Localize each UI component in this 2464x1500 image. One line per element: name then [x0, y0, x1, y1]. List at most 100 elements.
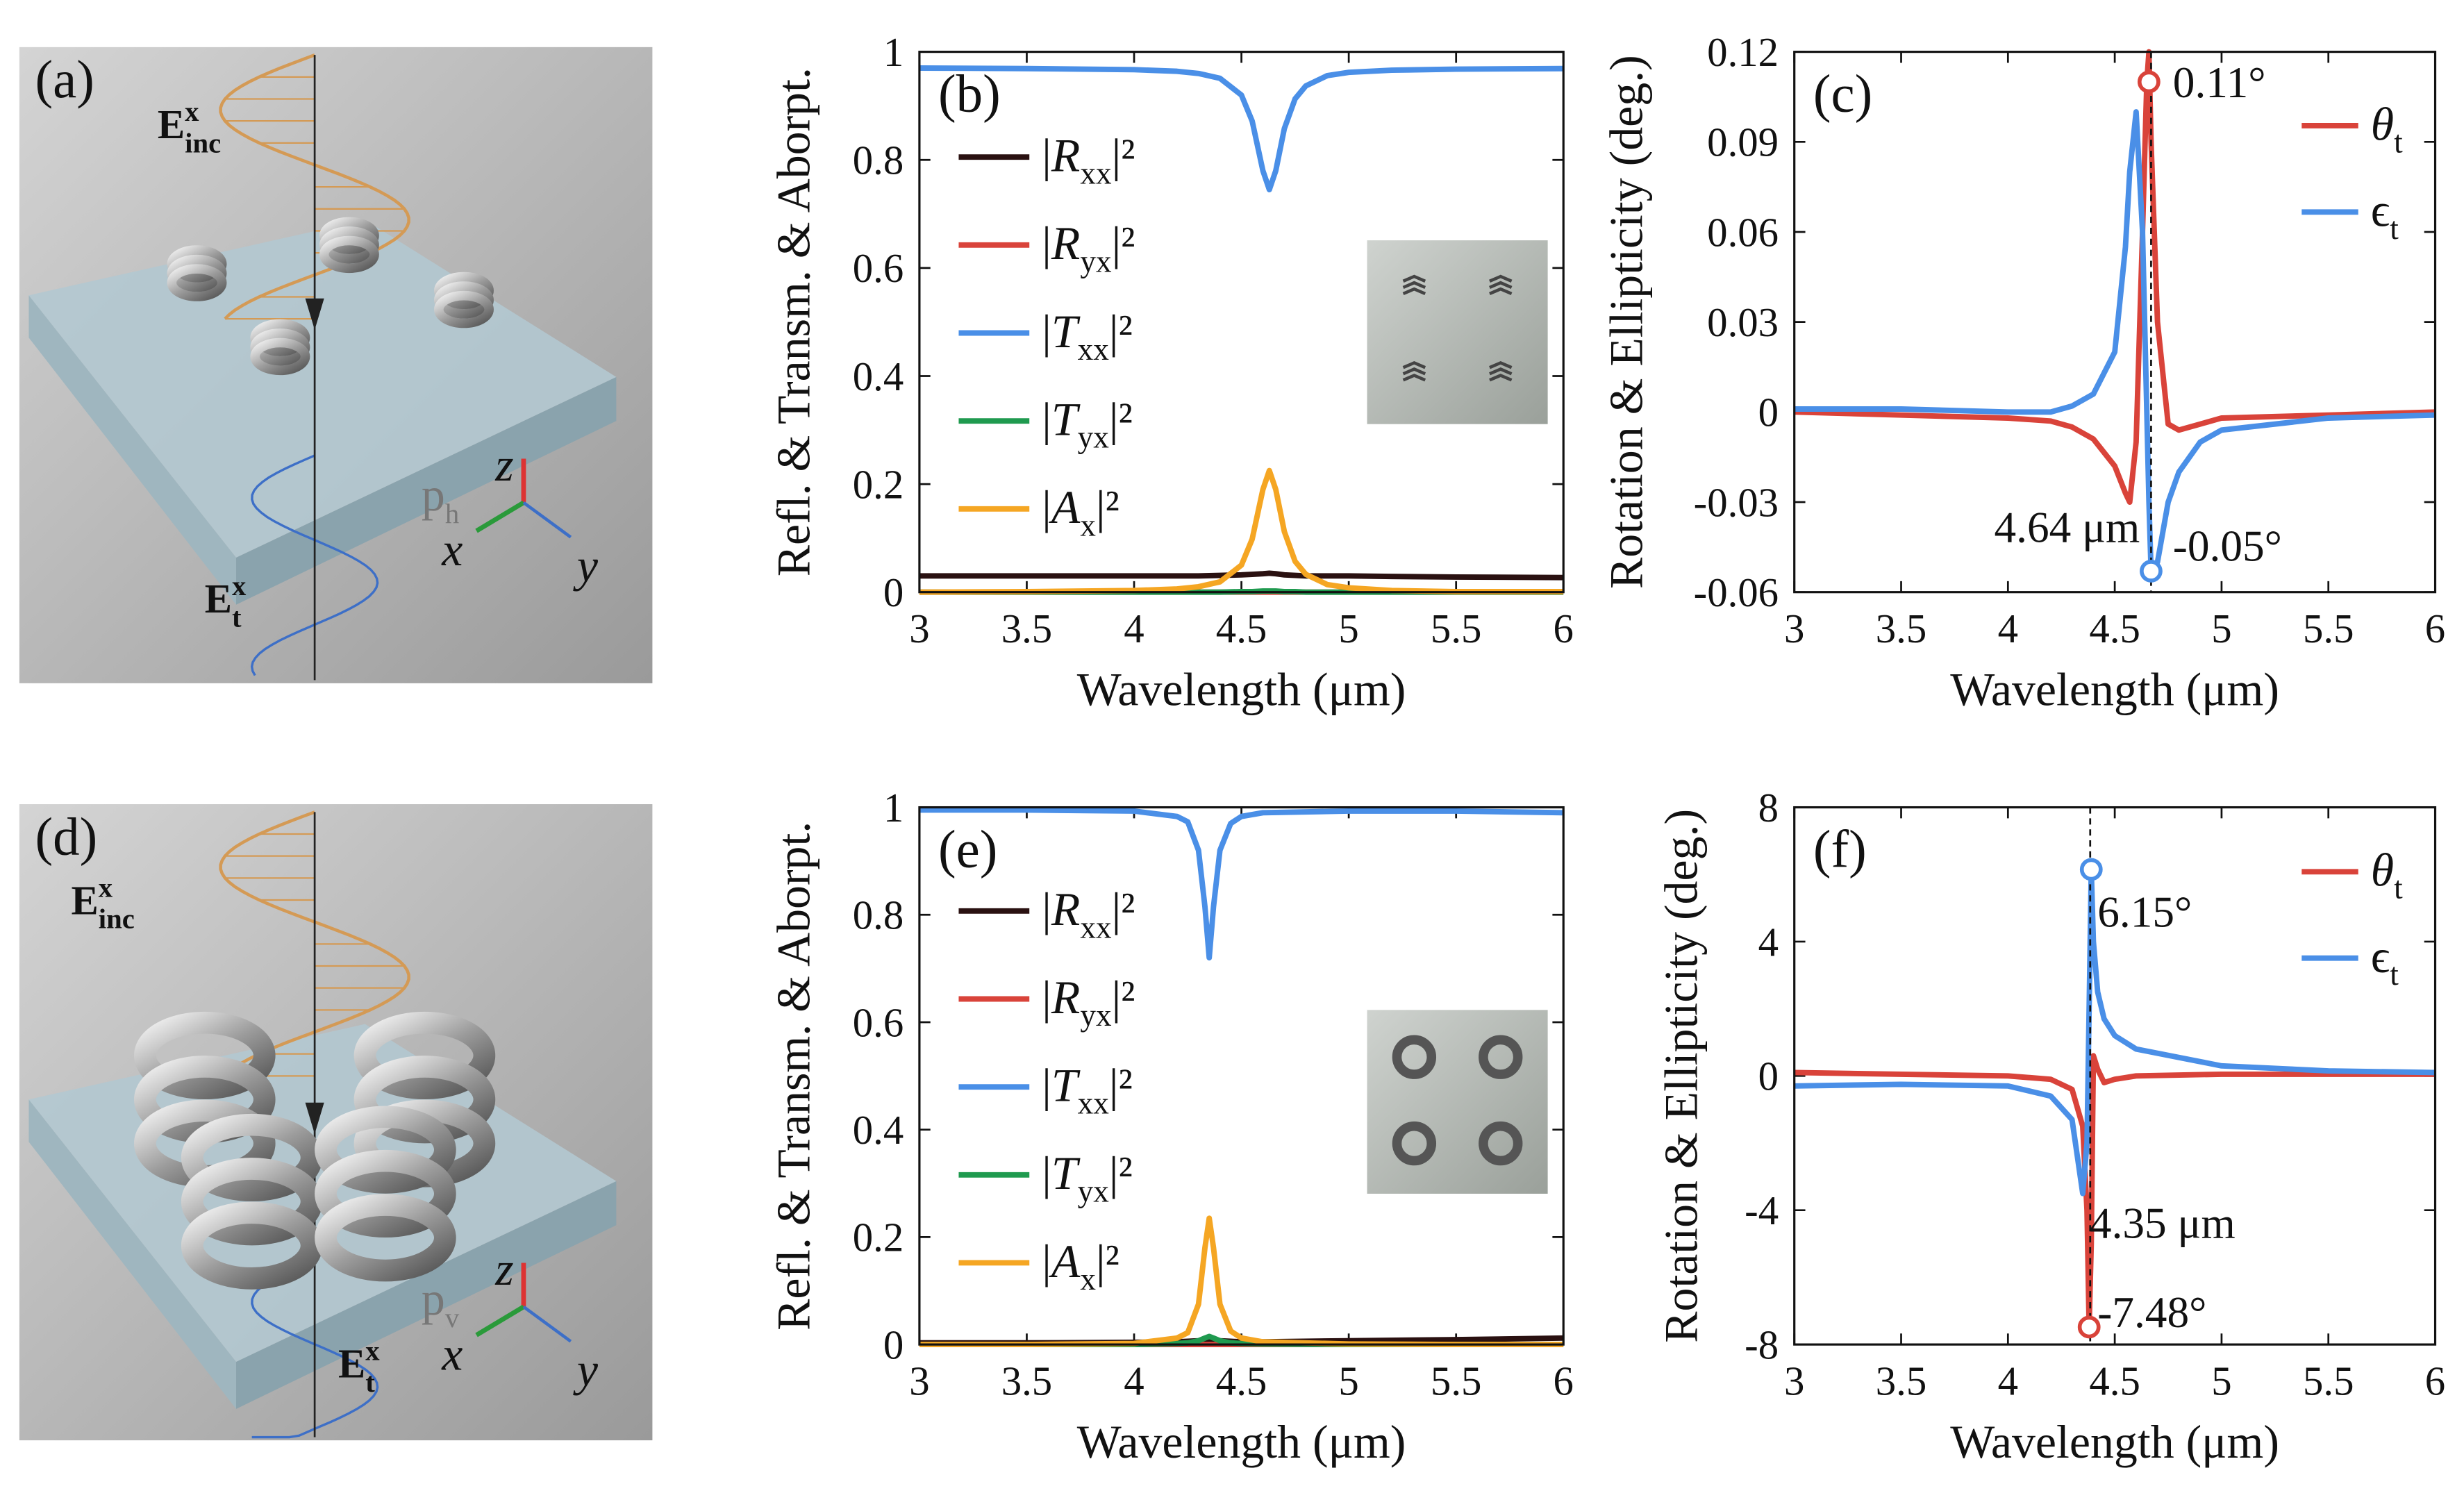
- x-tick-label: 6: [1554, 606, 1574, 651]
- panel-label: (b): [938, 64, 1001, 124]
- axis-y: [522, 1305, 572, 1343]
- helix: [315, 1149, 456, 1238]
- series-line: [1794, 1053, 2436, 1330]
- x-tick-label: 4: [1124, 606, 1144, 651]
- annotation: 0.11°: [2173, 58, 2266, 107]
- transmitted-label-sub: t: [365, 1367, 375, 1398]
- y-tick-label: 8: [1758, 785, 1779, 831]
- x-tick-label: 6: [2425, 1358, 2445, 1403]
- inset-image: [1367, 1010, 1548, 1194]
- panel-label: (c): [1813, 64, 1872, 124]
- x-tick-label: 4: [1124, 1358, 1144, 1403]
- plot-frame: [1793, 51, 2437, 594]
- axis-y: [522, 501, 572, 539]
- y-tick-label: 0.2: [853, 462, 904, 507]
- legend-label: |Rxx|²: [1042, 883, 1135, 944]
- helix: [434, 290, 494, 328]
- chart: 3 3.5 4 4.5 5 5.5 6 0 0.2 0.4 0.6 0.8 1 Wavelength (μ…: [768, 785, 1574, 1468]
- x-tick-label: 3.5: [1876, 1358, 1927, 1403]
- chart: 3 3.5 4 4.5 5 5.5 6 0 0.2 0.4 0.6 0.8 1 Wavelength (μ…: [768, 30, 1574, 716]
- transmitted-label-sub: t: [232, 601, 242, 633]
- y-tick-label: 0: [1758, 1054, 1779, 1099]
- legend-label: θt: [2371, 98, 2403, 159]
- y-axis-label: Refl. & Transm. & Aborpt.: [768, 67, 820, 576]
- axis-label-x: x: [441, 524, 463, 576]
- inset-helix: [1489, 287, 1513, 296]
- y-axis-label: Rotation & Ellipticity (deg.): [1600, 55, 1652, 589]
- legend-label: |Txx|²: [1042, 306, 1132, 367]
- inset-helix: [1402, 367, 1426, 376]
- legend-label: θt: [2371, 844, 2403, 906]
- x-tick-label: 4.5: [2089, 1358, 2140, 1403]
- inset-helix: [1402, 287, 1426, 296]
- panel-label: (e): [938, 819, 997, 879]
- legend-label: |Ryx|²: [1042, 972, 1135, 1033]
- helix: [315, 1106, 456, 1194]
- series-line: [919, 1215, 1564, 1348]
- y-tick-label: 4: [1758, 919, 1779, 965]
- x-tick-label: 5.5: [2303, 1358, 2354, 1403]
- series-line: [1794, 109, 2436, 574]
- x-tick-label: 4: [1998, 606, 2018, 651]
- helix: [134, 1011, 276, 1100]
- transmitted-label-base: E: [338, 1342, 365, 1387]
- incident-label: Ex inc: [158, 96, 221, 158]
- legend-label: |Txx|²: [1042, 1060, 1132, 1121]
- annotation-marker: [2140, 560, 2163, 583]
- x-tick-label: 4.5: [2089, 606, 2140, 651]
- x-tick-label: 3.5: [1876, 606, 1927, 651]
- x-tick-label: 5: [1338, 606, 1358, 651]
- x-tick-label: 5: [2211, 606, 2231, 651]
- inset-helix: [1479, 1121, 1523, 1166]
- helix: [319, 235, 379, 274]
- inset-helix: [1392, 1121, 1437, 1166]
- x-axis-label: Wavelength (μm): [1077, 664, 1406, 716]
- y-tick-label: -4: [1745, 1188, 1779, 1233]
- y-tick-label: -0.03: [1694, 480, 1779, 525]
- incident-label-sub: inc: [185, 127, 221, 158]
- transmitted-label-sup: x: [365, 1335, 380, 1367]
- inset-helix: [1402, 374, 1426, 382]
- annotation: 6.15°: [2097, 888, 2192, 936]
- annotation: -0.05°: [2173, 522, 2282, 570]
- period-label-base: p: [422, 469, 445, 521]
- helix: [353, 1011, 496, 1100]
- transmitted-label: Ex t: [338, 1335, 380, 1398]
- x-tick-label: 5: [1338, 1358, 1358, 1403]
- inset-helix: [1402, 274, 1426, 283]
- x-tick-label: 3: [1784, 1358, 1804, 1403]
- x-tick-label: 4.5: [1216, 1358, 1267, 1403]
- helix: [315, 1194, 456, 1282]
- legend-label: |Tyx|²: [1042, 394, 1132, 455]
- propagation-arrow: [305, 1102, 324, 1135]
- y-tick-label: -8: [1745, 1322, 1779, 1367]
- helix: [167, 264, 227, 301]
- y-tick-label: 0.6: [853, 246, 904, 291]
- inset-image: [1367, 240, 1548, 424]
- incident-label: Ex inc: [72, 872, 135, 934]
- series-line: [919, 570, 1564, 581]
- axis-label-z: z: [494, 1243, 513, 1295]
- legend-label: |Rxx|²: [1042, 130, 1135, 191]
- propagation-arrow: [305, 298, 324, 330]
- x-tick-label: 4.5: [1216, 606, 1267, 651]
- y-tick-label: 0.06: [1707, 210, 1779, 255]
- y-tick-label: 0.4: [853, 354, 904, 399]
- legend-label: |Ryx|²: [1042, 217, 1135, 278]
- axis-x: [475, 1304, 525, 1338]
- panel-label: (a): [35, 49, 94, 109]
- y-tick-label: 0: [1758, 390, 1779, 435]
- inset-helix: [1479, 1035, 1523, 1079]
- axis-label-y: y: [573, 1344, 599, 1396]
- transmitted-label-sup: x: [232, 570, 247, 601]
- transmitted-wave: [251, 1258, 379, 1439]
- x-tick-label: 5.5: [1431, 606, 1482, 651]
- x-tick-label: 6: [1554, 1358, 1574, 1403]
- incident-label-sup: x: [185, 96, 199, 127]
- series-line: [919, 807, 1564, 961]
- incident-label-base: E: [158, 102, 185, 147]
- y-tick-label: -0.06: [1694, 570, 1779, 615]
